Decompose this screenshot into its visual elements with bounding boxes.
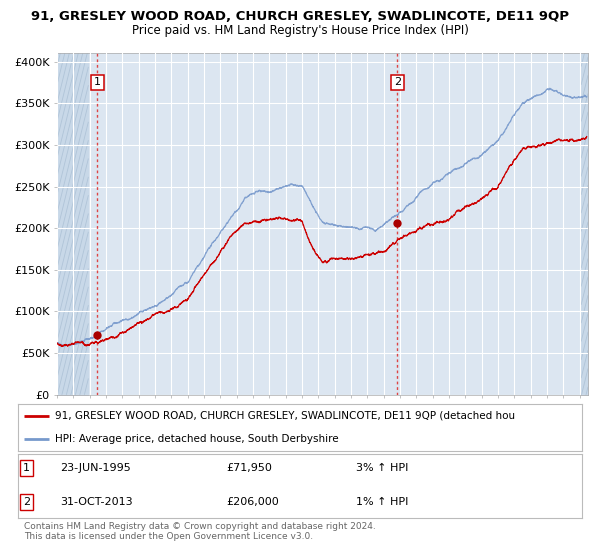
Text: 1: 1 [23, 463, 30, 473]
Text: 23-JUN-1995: 23-JUN-1995 [60, 463, 131, 473]
Text: 31-OCT-2013: 31-OCT-2013 [60, 497, 133, 507]
Text: 2: 2 [394, 77, 401, 87]
Text: 1% ↑ HPI: 1% ↑ HPI [356, 497, 409, 507]
Text: 91, GRESLEY WOOD ROAD, CHURCH GRESLEY, SWADLINCOTE, DE11 9QP: 91, GRESLEY WOOD ROAD, CHURCH GRESLEY, S… [31, 10, 569, 23]
Text: £71,950: £71,950 [227, 463, 272, 473]
Text: Price paid vs. HM Land Registry's House Price Index (HPI): Price paid vs. HM Land Registry's House … [131, 24, 469, 36]
Text: 3% ↑ HPI: 3% ↑ HPI [356, 463, 409, 473]
Text: 91, GRESLEY WOOD ROAD, CHURCH GRESLEY, SWADLINCOTE, DE11 9QP (detached hou: 91, GRESLEY WOOD ROAD, CHURCH GRESLEY, S… [55, 411, 515, 421]
Text: 1: 1 [94, 77, 101, 87]
Text: HPI: Average price, detached house, South Derbyshire: HPI: Average price, detached house, Sout… [55, 434, 338, 444]
Text: 2: 2 [23, 497, 30, 507]
Text: Contains HM Land Registry data © Crown copyright and database right 2024.
This d: Contains HM Land Registry data © Crown c… [24, 522, 376, 542]
Text: £206,000: £206,000 [227, 497, 280, 507]
